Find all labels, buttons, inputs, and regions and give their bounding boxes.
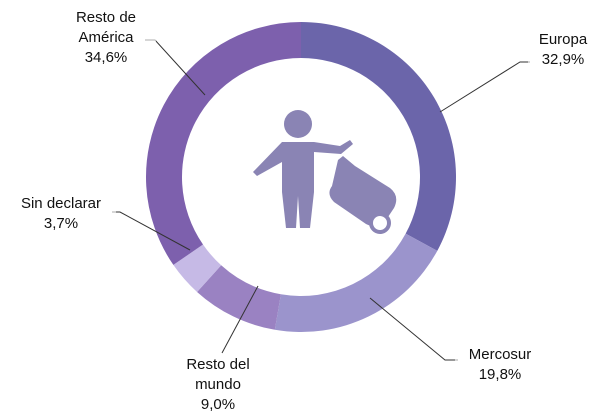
category-label: Europa	[538, 31, 588, 48]
category-label: Mercosur	[468, 346, 532, 363]
segment-label: Resto del mundo 9,0%	[178, 355, 258, 415]
segment-label: Sin declarar 3,7%	[6, 194, 116, 234]
segment-label: Resto de América 34,6%	[56, 8, 156, 68]
donut-segment	[197, 265, 281, 330]
segment-label: Mercosur 19,8%	[455, 345, 545, 385]
category-label: Resto del mundo	[186, 356, 250, 393]
category-label: Sin declarar	[20, 195, 102, 212]
leader-line	[221, 285, 259, 354]
donut-segment	[274, 233, 438, 332]
donut	[145, 22, 456, 332]
value-label: 34,6%	[84, 49, 128, 66]
value-label: 32,9%	[541, 51, 585, 68]
traveler-icon	[253, 110, 397, 234]
segment-label: Europa 32,9%	[528, 30, 598, 70]
donut-segment	[173, 244, 222, 292]
value-label: 19,8%	[478, 366, 522, 383]
value-label: 3,7%	[43, 215, 79, 232]
category-label: Resto de América	[75, 9, 137, 46]
value-label: 9,0%	[200, 396, 236, 413]
donut-segment	[301, 22, 456, 251]
leader-line	[439, 61, 530, 113]
leader-line	[369, 297, 458, 361]
donut-segment	[145, 22, 301, 265]
